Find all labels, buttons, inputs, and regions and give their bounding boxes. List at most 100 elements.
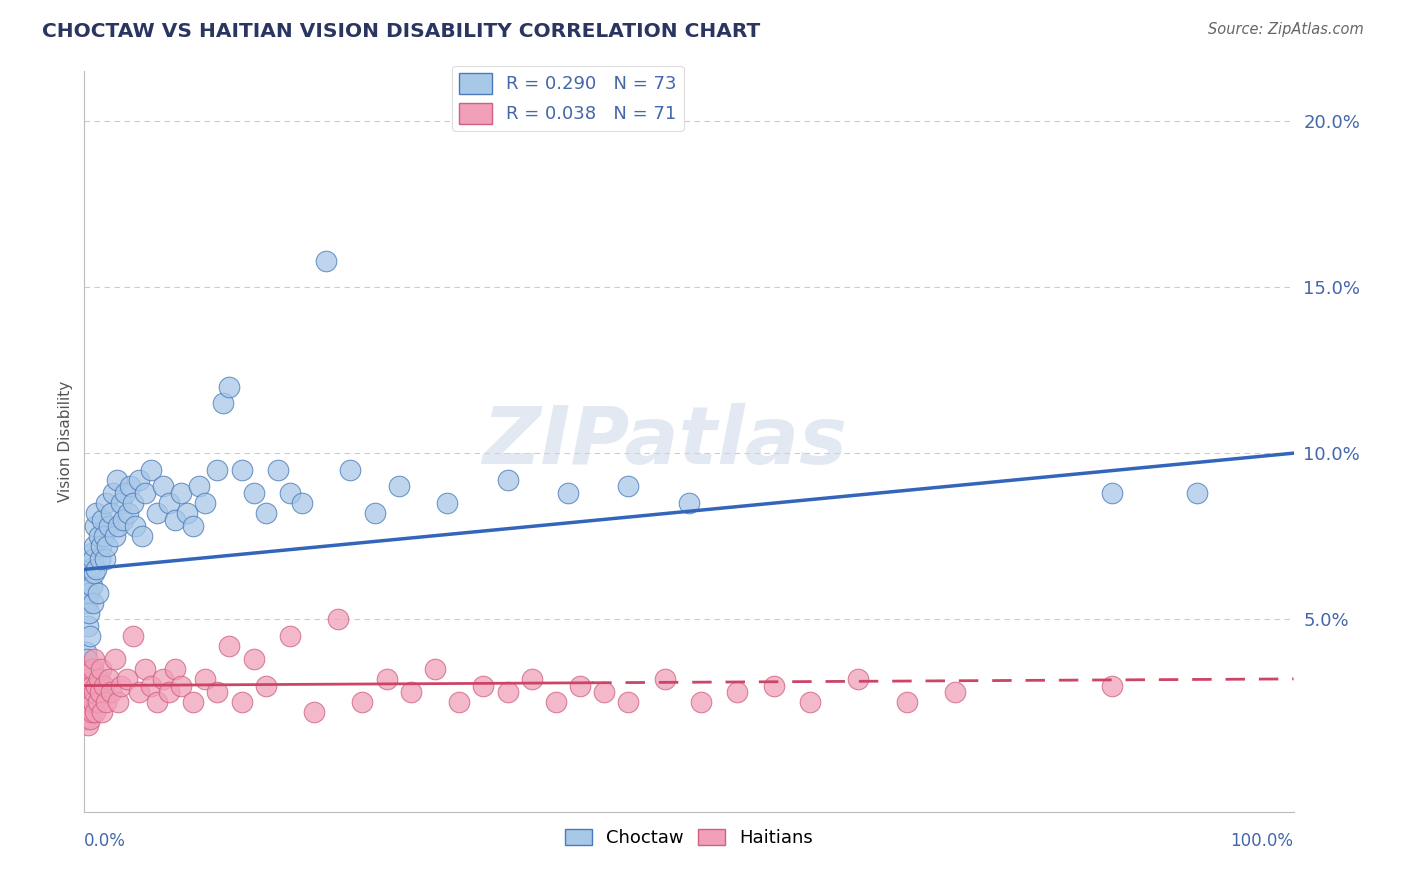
Point [165,512,187,526]
Point [388,479,411,493]
Point [593,685,616,699]
Point [654,672,676,686]
Point [76,679,98,693]
Point [105,473,128,487]
Point [943,685,966,699]
Point [87,672,110,686]
Point [302,705,325,719]
Point [77,572,100,586]
Point [352,695,374,709]
Point [569,679,592,693]
Text: CHOCTAW VS HAITIAN VISION DISABILITY CORRELATION CHART: CHOCTAW VS HAITIAN VISION DISABILITY COR… [42,22,761,41]
Point [83,566,105,580]
Point [188,479,211,493]
Point [134,486,156,500]
Point [82,662,104,676]
Point [134,662,156,676]
Text: 100.0%: 100.0% [1230,831,1294,850]
Point [207,463,229,477]
Point [94,552,117,566]
Point [557,486,579,500]
Point [84,519,107,533]
Point [110,496,132,510]
Point [128,685,150,699]
Point [328,612,350,626]
Point [165,662,187,676]
Point [83,685,105,699]
Point [617,695,640,709]
Point [496,685,519,699]
Point [423,662,446,676]
Point [176,506,198,520]
Point [77,585,100,599]
Point [242,486,264,500]
Point [75,645,97,659]
Point [114,486,136,500]
Point [93,679,115,693]
Point [75,712,97,726]
Point [117,506,139,520]
Point [121,496,143,510]
Point [436,496,458,510]
Point [152,672,174,686]
Point [80,705,103,719]
Point [181,695,204,709]
Point [80,679,103,693]
Point [80,579,103,593]
Point [76,705,98,719]
Point [86,695,108,709]
Point [77,685,100,699]
Point [315,253,337,268]
Point [79,629,101,643]
Point [100,685,122,699]
Point [112,512,135,526]
Point [194,672,217,686]
Point [91,705,114,719]
Point [87,529,110,543]
Point [121,629,143,643]
Point [1185,486,1208,500]
Point [231,463,253,477]
Point [278,629,301,643]
Point [124,519,146,533]
Point [90,539,112,553]
Point [212,396,235,410]
Point [254,506,277,520]
Point [267,463,290,477]
Point [115,672,138,686]
Point [218,639,240,653]
Point [80,546,103,560]
Text: ZIPatlas: ZIPatlas [482,402,848,481]
Point [690,695,713,709]
Point [254,679,277,693]
Point [76,652,98,666]
Point [75,695,97,709]
Point [339,463,361,477]
Point [278,486,301,500]
Point [86,562,108,576]
Point [100,506,122,520]
Point [77,718,100,732]
Point [1101,486,1123,500]
Point [104,652,127,666]
Point [94,695,117,709]
Point [77,606,100,620]
Point [472,679,495,693]
Point [375,672,398,686]
Point [207,685,229,699]
Point [96,539,118,553]
Point [363,506,385,520]
Point [104,529,127,543]
Point [97,519,120,533]
Point [799,695,821,709]
Point [79,712,101,726]
Point [139,463,162,477]
Point [82,552,104,566]
Point [77,672,100,686]
Point [762,679,785,693]
Point [94,496,117,510]
Point [678,496,700,510]
Point [77,695,100,709]
Point [84,705,107,719]
Point [896,695,918,709]
